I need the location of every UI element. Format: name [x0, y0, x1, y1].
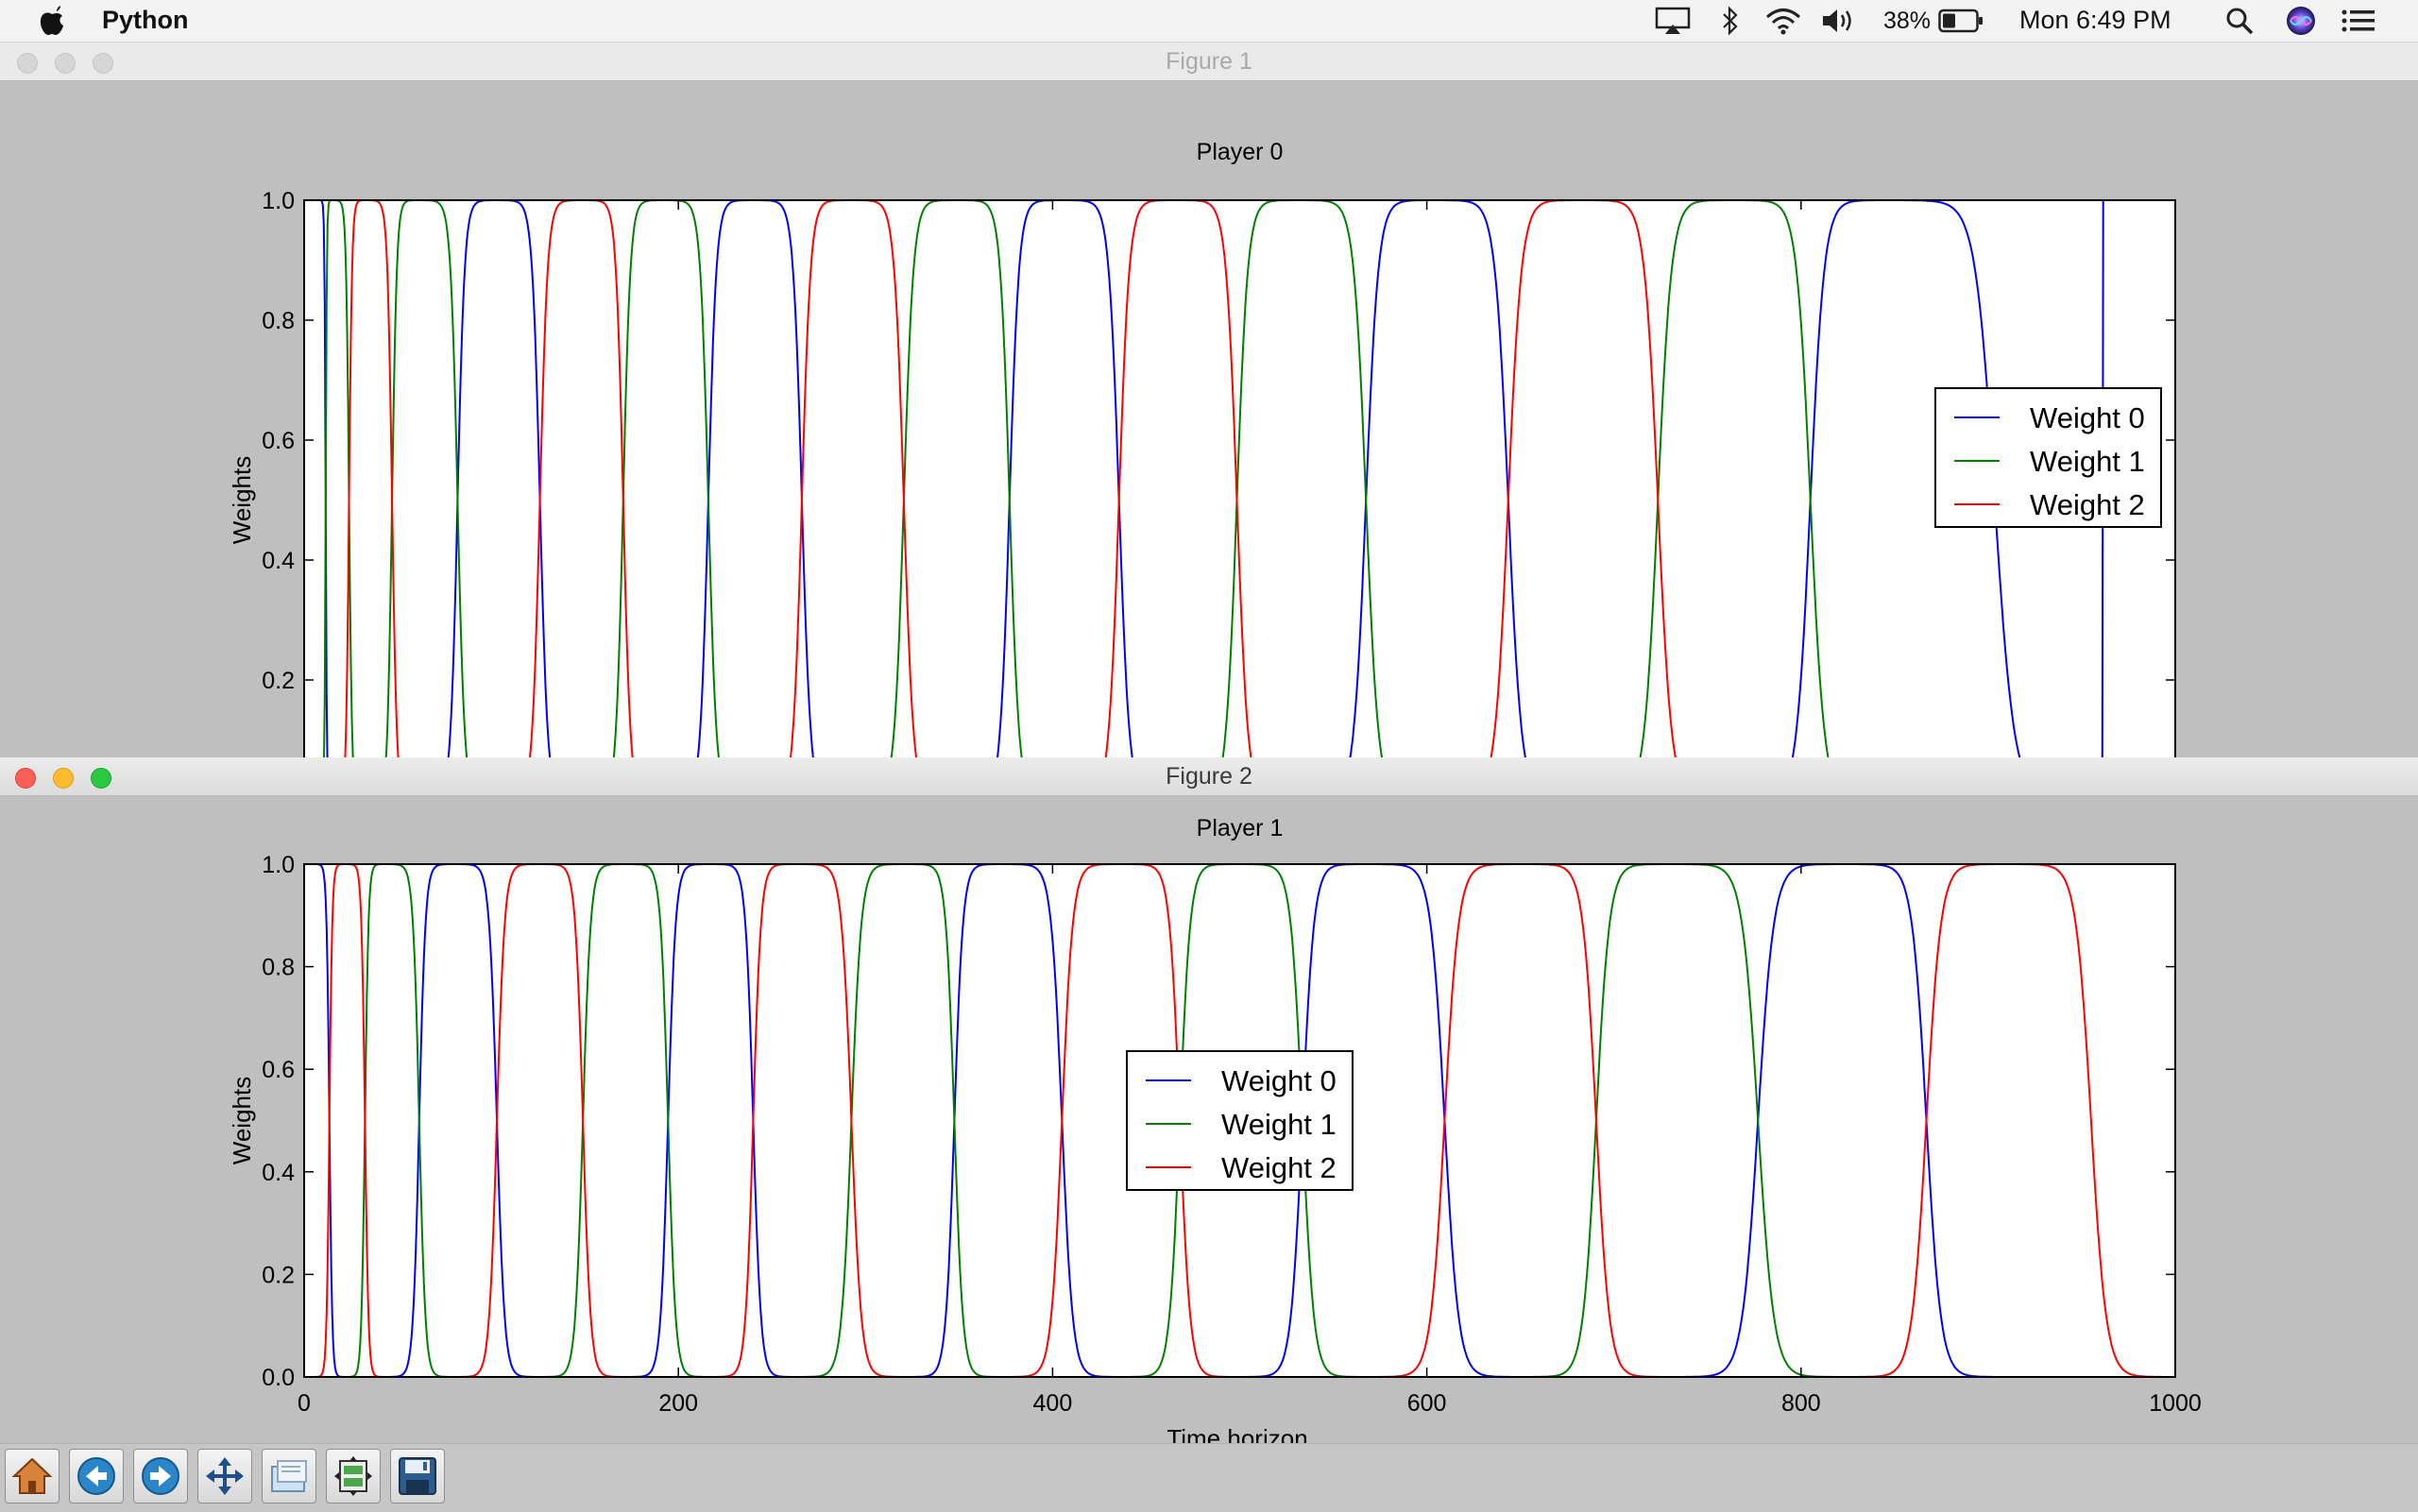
siri-icon[interactable]	[2286, 6, 2316, 36]
close-button[interactable]	[17, 53, 38, 74]
volume-icon[interactable]	[1821, 7, 1857, 35]
zoom-icon	[271, 1460, 307, 1492]
y-axis-label: Weights	[228, 1077, 256, 1164]
back-button[interactable]	[69, 1449, 124, 1504]
axes-frame	[303, 199, 2176, 757]
x-tick-label: 600	[1407, 1390, 1447, 1417]
player-1-chart[interactable]: Player 1 0.0 0.2 0.4 0.6 0.8 1.0 0 200 400 600 800 1…	[0, 795, 2418, 1481]
zoom-button[interactable]	[91, 768, 111, 789]
battery-icon[interactable]	[1938, 8, 1984, 33]
configure-subplots-button[interactable]	[326, 1449, 381, 1504]
legend: Weight 0 Weight 1 Weight 2	[1126, 1050, 1354, 1191]
legend: Weight 0 Weight 1 Weight 2	[1934, 387, 2162, 528]
bluetooth-icon[interactable]	[1721, 7, 1740, 35]
x-tick-label: 0	[298, 1390, 311, 1417]
window-title: Figure 2	[1166, 763, 1252, 790]
home-icon	[11, 1457, 53, 1494]
app-menu-python[interactable]: Python	[102, 6, 189, 34]
zoom-rect-button[interactable]	[262, 1449, 316, 1504]
y-axis-label: Weights	[228, 456, 256, 544]
legend-label: Weight 0	[2030, 401, 2145, 434]
y-tick-label: 0.8	[262, 955, 295, 981]
menu-bar: Python 38% Mon 6:49 PM	[0, 0, 2418, 42]
battery-percent: 38%	[1883, 8, 1932, 34]
home-button[interactable]	[5, 1449, 60, 1504]
y-tick-label: 1.0	[262, 852, 295, 878]
y-tick-label: 0.2	[262, 668, 295, 694]
window-title: Figure 1	[1166, 48, 1252, 75]
configure-subplots-icon	[334, 1456, 372, 1496]
x-tick-label: 1000	[2149, 1390, 2202, 1417]
player-0-chart[interactable]: Player 00.00.20.40.60.81.0WeightsWeight …	[0, 80, 2418, 757]
pan-button[interactable]	[197, 1449, 252, 1504]
legend-label: Weight 1	[1221, 1108, 1337, 1141]
spotlight-search-icon[interactable]	[2225, 7, 2254, 35]
minimize-button[interactable]	[53, 768, 74, 789]
y-tick-label: 0.0	[262, 1365, 295, 1391]
series-line-weight-2	[344, 199, 1677, 757]
clock[interactable]: Mon 6:49 PM	[2019, 6, 2171, 34]
forward-button[interactable]	[133, 1449, 188, 1504]
figure-2-window: Figure 2 Player 1 0.0 0.2 0.4 0.6 0.8 1.0 0 200 4…	[0, 757, 2418, 1511]
y-tick-label: 0.8	[262, 308, 295, 334]
airplay-icon[interactable]	[1655, 7, 1691, 35]
figure-2-titlebar[interactable]: Figure 2	[0, 757, 2418, 796]
figure-1-titlebar[interactable]: Figure 1	[0, 42, 2418, 81]
legend-label: Weight 1	[2030, 445, 2145, 478]
plot-area	[304, 200, 2175, 757]
axes-frame	[303, 863, 2176, 1378]
pan-icon	[206, 1457, 244, 1495]
close-button[interactable]	[15, 768, 36, 789]
navigation-toolbar	[0, 1443, 2418, 1512]
zoom-button[interactable]	[93, 53, 113, 74]
chart-title: Player 0	[1197, 139, 1284, 165]
wifi-icon[interactable]	[1764, 7, 1802, 35]
notification-center-icon[interactable]	[2341, 7, 2376, 35]
x-tick-label: 200	[658, 1390, 698, 1417]
apple-menu-icon[interactable]	[38, 6, 66, 36]
legend-label: Weight 2	[1221, 1151, 1337, 1184]
back-icon	[77, 1457, 115, 1495]
x-tick-label: 400	[1033, 1390, 1073, 1417]
forward-icon	[142, 1457, 179, 1495]
save-button[interactable]	[390, 1449, 445, 1504]
save-icon	[399, 1457, 436, 1495]
minimize-button[interactable]	[55, 53, 76, 74]
legend-label: Weight 0	[1221, 1064, 1337, 1097]
figure-1-window: Figure 1 Player 00.00.20.40.60.81.0Weigh…	[0, 42, 2418, 757]
x-tick-label: 800	[1781, 1390, 1821, 1417]
y-tick-label: 0.4	[262, 1160, 295, 1186]
series-line-weight-1	[323, 199, 1830, 757]
y-tick-label: 1.0	[262, 188, 295, 214]
y-tick-label: 0.4	[262, 548, 295, 574]
y-tick-label: 0.6	[262, 1057, 295, 1083]
legend-label: Weight 2	[2030, 488, 2145, 521]
y-tick-label: 0.6	[262, 428, 295, 454]
chart-title: Player 1	[1197, 815, 1284, 841]
y-tick-label: 0.2	[262, 1262, 295, 1288]
